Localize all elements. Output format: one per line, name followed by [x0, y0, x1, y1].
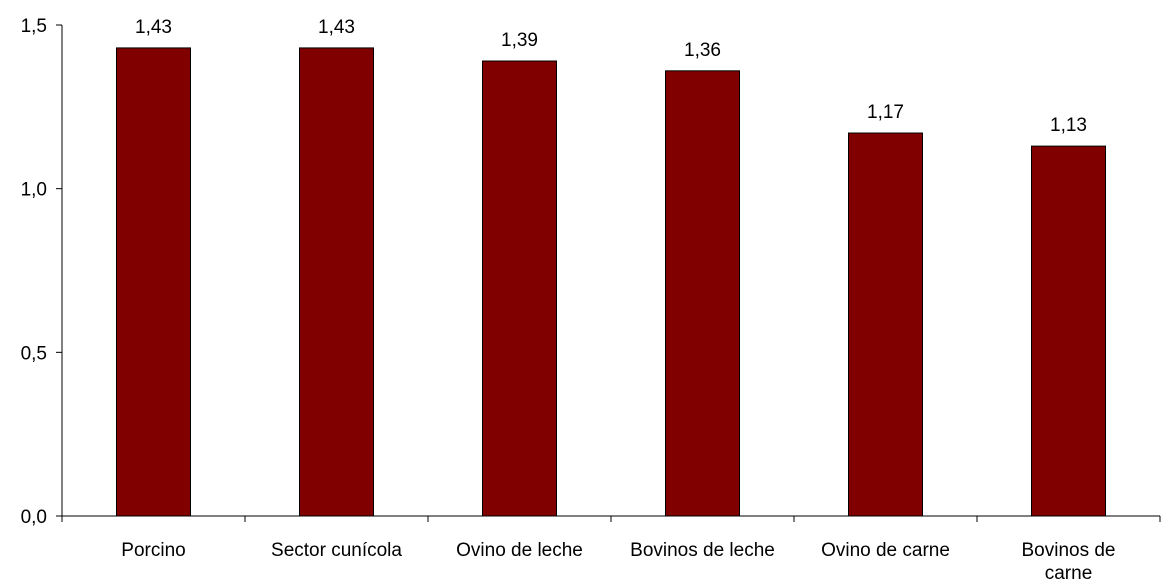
y-axis: 0,0 0,5 1,0 1,5 — [21, 16, 63, 528]
data-label: 1,43 — [318, 17, 355, 38]
x-category-label: Porcino — [121, 540, 185, 561]
data-labels: 1,43 1,43 1,39 1,36 1,17 1,13 — [135, 17, 1087, 136]
x-category-label: Ovino de carne — [821, 540, 950, 561]
data-label: 1,13 — [1050, 115, 1087, 136]
bar — [482, 60, 557, 517]
x-category-label: Bovinos de — [1021, 540, 1115, 561]
x-category-label: Sector cunícola — [271, 540, 402, 561]
data-label: 1,17 — [867, 102, 904, 123]
bar — [848, 132, 923, 517]
y-tick-label: 0,0 — [21, 507, 47, 528]
data-label: 1,39 — [501, 30, 538, 51]
category-labels: Porcino Sector cunícola Ovino de leche Bovi… — [121, 540, 1115, 584]
x-category-label: carne — [1045, 563, 1093, 584]
x-category-label: Bovinos de leche — [630, 540, 775, 561]
x-axis — [61, 515, 1161, 522]
bars — [116, 47, 1106, 517]
bar — [299, 47, 374, 517]
data-label: 1,36 — [684, 40, 721, 61]
bar — [1031, 145, 1106, 517]
y-tick-label: 0,5 — [21, 343, 47, 364]
y-tick-label: 1,0 — [21, 180, 47, 201]
x-category-label: Ovino de leche — [456, 540, 583, 561]
y-tick-label: 1,5 — [21, 16, 47, 37]
bar — [116, 47, 191, 517]
data-label: 1,43 — [135, 17, 172, 38]
bar — [665, 70, 740, 517]
